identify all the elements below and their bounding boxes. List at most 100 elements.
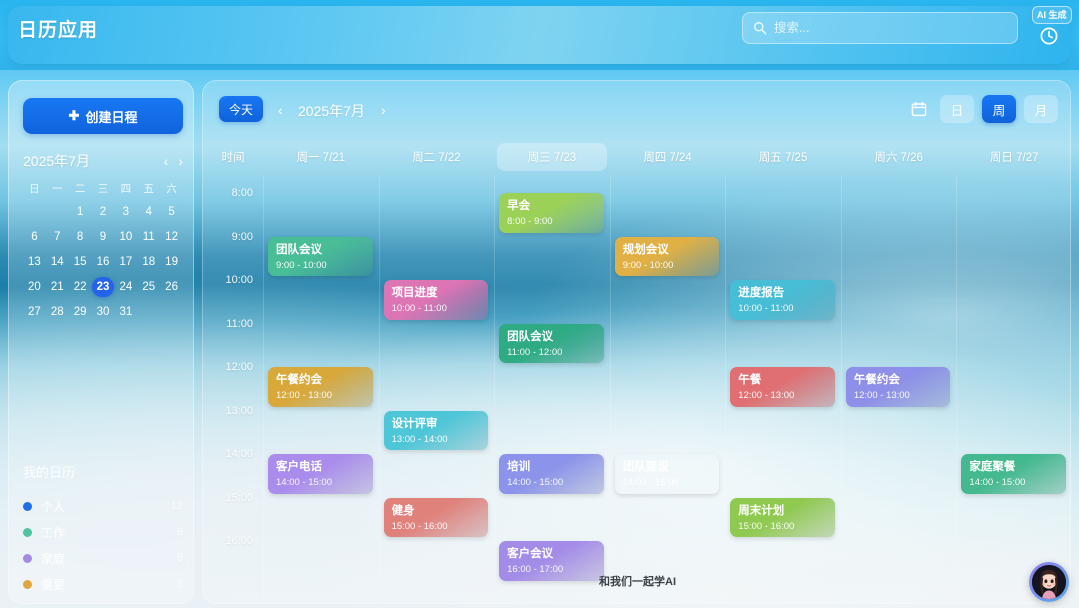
mini-calendar-day-10[interactable]: 10 [119, 231, 133, 243]
mini-calendar-day-13[interactable]: 13 [28, 256, 41, 268]
calendar-event[interactable]: 设计评审 13:00 - 14:00 [383, 410, 489, 450]
mini-calendar-day-22[interactable]: 22 [73, 281, 87, 293]
mini-calendar-day-26[interactable]: 26 [165, 281, 178, 293]
view-button-week[interactable]: 周 [982, 95, 1016, 123]
day-column-5[interactable]: 午餐约会 12:00 - 13:00 [840, 175, 957, 603]
day-header-3[interactable]: 周四 7/24 [643, 152, 692, 164]
calendar-event[interactable]: 健身 15:00 - 16:00 [383, 497, 489, 537]
calendar-event[interactable]: 午餐约会 12:00 - 13:00 [845, 367, 951, 407]
mini-calendar-day-4[interactable]: 4 [145, 206, 152, 218]
calendar-event[interactable]: 午餐 12:00 - 13:00 [730, 367, 835, 407]
prev-period-icon[interactable]: ‹ [278, 102, 283, 118]
mini-calendar-day-15[interactable]: 15 [73, 256, 87, 268]
mini-calendar-day-28[interactable]: 28 [50, 306, 64, 318]
mini-calendar-weekday-0: 日 [29, 183, 40, 195]
mini-calendar-next-icon[interactable]: › [178, 153, 183, 169]
today-button[interactable]: 今天 [219, 96, 263, 122]
day-column-6[interactable]: 家庭聚餐 14:00 - 15:00 [956, 175, 1070, 603]
event-time: 15:00 - 16:00 [738, 520, 795, 532]
mini-calendar-day-21[interactable]: 21 [50, 281, 64, 293]
search-box[interactable] [742, 12, 1018, 44]
view-button-month[interactable]: 月 [1024, 95, 1058, 123]
view-button-day[interactable]: 日 [940, 95, 974, 123]
calendar-icon-button[interactable] [906, 96, 932, 122]
mini-calendar-day-1[interactable]: 1 [76, 206, 84, 218]
mini-calendar-weekday-4: 四 [120, 183, 132, 195]
event-title: 周末计划 [738, 504, 785, 517]
calendar-event[interactable]: 客户电话 14:00 - 15:00 [268, 454, 373, 494]
mini-calendar-day-30[interactable]: 30 [96, 306, 110, 318]
day-column-0[interactable]: 团队会议 9:00 - 10:00 午餐约会 12:00 - 13:00 客户电话 14:… [263, 175, 379, 603]
event-title: 设计评审 [391, 417, 438, 430]
day-column-2[interactable]: 早会 8:00 - 9:00 团队会议 11:00 - 12:00 培训 14:00 - … [494, 175, 610, 603]
event-title: 项目进度 [391, 287, 438, 299]
mini-calendar-header: 2025年7月 ‹ › [23, 149, 183, 173]
calendar-list-item-工作[interactable]: 工作 8 [23, 519, 183, 545]
mini-calendar-prev-icon[interactable]: ‹ [163, 153, 169, 169]
mini-calendar-day-11[interactable]: 11 [142, 231, 155, 243]
calendar-event[interactable]: 项目进度 10:00 - 11:00 [383, 280, 489, 320]
mini-calendar-day-23[interactable]: 23 [91, 277, 115, 297]
event-title: 早会 [507, 200, 531, 212]
mini-calendar-day-14[interactable]: 14 [50, 256, 64, 268]
calendar-event[interactable]: 家庭聚餐 14:00 - 15:00 [961, 454, 1066, 494]
mini-calendar-day-24[interactable]: 24 [119, 281, 133, 293]
clock-icon[interactable] [1039, 26, 1059, 46]
mini-calendar-day-25[interactable]: 25 [142, 281, 156, 293]
calendar-list-item-家庭[interactable]: 家庭 5 [23, 545, 183, 571]
calendar-event[interactable]: 规划会议 9:00 - 10:00 [614, 236, 720, 276]
day-header-4[interactable]: 周五 7/25 [758, 152, 808, 164]
day-header-0[interactable]: 周一 7/21 [296, 152, 346, 164]
calendar-event[interactable]: 团队建设 14:00 - 15:00 [615, 454, 720, 494]
calendar-list-item-重要[interactable]: 重要 3 [23, 571, 183, 597]
search-icon [754, 22, 767, 35]
calendar-event[interactable]: 早会 8:00 - 9:00 [499, 193, 604, 233]
calendar-event[interactable]: 午餐约会 12:00 - 13:00 [268, 367, 373, 407]
time-label-1100: 11:00 [226, 317, 253, 330]
mini-calendar-day-7[interactable]: 7 [54, 231, 61, 243]
calendar-event[interactable]: 团队会议 9:00 - 10:00 [268, 236, 373, 276]
mini-calendar-day-29[interactable]: 29 [73, 306, 87, 318]
mini-calendar-day-18[interactable]: 18 [142, 256, 156, 268]
calendar-event[interactable]: 团队会议 11:00 - 12:00 [499, 323, 604, 363]
mini-calendar-day-5[interactable]: 5 [168, 206, 175, 218]
time-label-1000: 10:00 [225, 274, 253, 286]
day-header-1[interactable]: 周二 7/22 [412, 152, 461, 164]
mini-calendar-day-12[interactable]: 12 [165, 231, 178, 243]
day-column-4[interactable]: 进度报告 10:00 - 11:00 午餐 12:00 - 13:00 周末计划 15:0… [725, 175, 841, 603]
view-switcher: 日 周 月 [906, 95, 1058, 123]
create-event-button[interactable]: ✚ 创建日程 [23, 98, 183, 134]
mini-calendar-week-row: 20 21 22 23 24 25 26 [23, 277, 183, 297]
calendar-event[interactable]: 培训 14:00 - 15:00 [499, 454, 604, 494]
mini-calendar-day-17[interactable]: 17 [119, 256, 133, 268]
mini-calendar-day-empty [46, 202, 69, 222]
mini-calendar-day-2[interactable]: 2 [99, 206, 107, 218]
mini-calendar-week-row: 6 7 8 9 10 11 12 [23, 227, 183, 247]
day-header-5[interactable]: 周六 7/26 [874, 152, 923, 164]
calendar-list-item-个人[interactable]: 个人 12 [23, 493, 183, 519]
calendar-toolbar: 今天 ‹ 2025年7月 › 日 周 月 [203, 81, 1070, 137]
day-column-3[interactable]: 规划会议 9:00 - 10:00 团队建设 14:00 - 15:00 [609, 175, 726, 603]
avatar[interactable] [1029, 562, 1069, 602]
mini-calendar-day-27[interactable]: 27 [28, 306, 41, 318]
mini-calendar-day-20[interactable]: 20 [28, 281, 41, 293]
day-header-6[interactable]: 周日 7/27 [989, 152, 1039, 164]
footer-watermark: 和我们一起学AI [599, 576, 676, 588]
mini-calendar-days-grid: 1 2 3 4 5 6 7 8 9 10 11 12 13 14 15 16 17 18 19 20 21 22 23 24 2… [23, 202, 183, 322]
mini-calendar-day-3[interactable]: 3 [122, 206, 130, 218]
mini-calendar-day-9[interactable]: 9 [99, 231, 107, 243]
mini-calendar-day-31[interactable]: 31 [119, 306, 133, 318]
mini-calendar-day-8[interactable]: 8 [76, 231, 84, 243]
calendar-event[interactable]: 周末计划 15:00 - 16:00 [730, 497, 835, 537]
calendar-event-count: 8 [176, 526, 183, 538]
mini-calendar-day-16[interactable]: 16 [96, 256, 110, 268]
calendar-event[interactable]: 进度报告 10:00 - 11:00 [730, 280, 835, 320]
mini-calendar-day-6[interactable]: 6 [31, 231, 38, 243]
calendar-event[interactable]: 客户会议 16:00 - 17:00 [499, 541, 604, 581]
next-period-icon[interactable]: › [381, 102, 386, 118]
mini-calendar-weekday-row: 日一二三四五六 [23, 181, 183, 197]
search-input[interactable] [774, 21, 994, 35]
day-column-1[interactable]: 项目进度 10:00 - 11:00 设计评审 13:00 - 14:00 健身 15:0… [378, 175, 495, 603]
day-header-2[interactable]: 周三 7/23 [497, 143, 607, 171]
mini-calendar-day-19[interactable]: 19 [165, 256, 178, 268]
